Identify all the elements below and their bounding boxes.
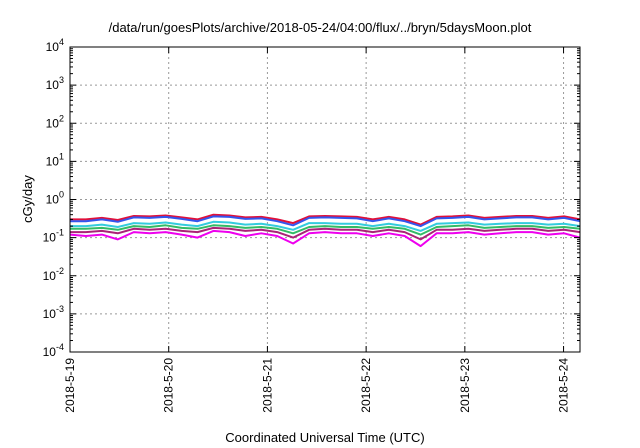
chart-title: /data/run/goesPlots/archive/2018-05-24/0… — [109, 20, 532, 35]
x-tick-label: 2018-5-23 — [458, 358, 472, 413]
series-line-2 — [70, 220, 581, 232]
grid — [70, 47, 580, 352]
y-tick-label: 10-2 — [43, 266, 64, 283]
series-line-5 — [69, 229, 581, 248]
y-tick-label: 101 — [46, 151, 64, 168]
series-line-1 — [70, 215, 581, 228]
y-axis-label: cGy/day — [20, 175, 35, 223]
x-tick-label: 2018-5-20 — [162, 358, 176, 413]
x-axis: 2018-5-19 2018-5-20 2018-5-21 2018-5-22 2018… — [63, 47, 571, 413]
y-axis: 10-4 10-3 10-2 10-1 100 101 102 103 104 — [43, 37, 580, 359]
series-group — [69, 213, 581, 248]
series-line-3 — [70, 224, 581, 236]
y-tick-label: 10-4 — [43, 342, 64, 359]
series-line-4 — [70, 226, 581, 241]
y-tick-label: 103 — [46, 75, 64, 92]
x-axis-label: Coordinated Universal Time (UTC) — [225, 430, 424, 445]
x-tick-label: 2018-5-24 — [557, 358, 571, 413]
series-line-0 — [70, 213, 581, 226]
x-tick-label: 2018-5-21 — [260, 358, 274, 413]
y-tick-label: 10-1 — [43, 228, 64, 245]
y-tick-label: 104 — [46, 37, 64, 54]
x-tick-label: 2018-5-22 — [359, 358, 373, 413]
y-tick-label: 100 — [46, 190, 64, 207]
x-tick-label: 2018-5-19 — [63, 358, 77, 413]
y-tick-label: 102 — [46, 113, 64, 130]
y-tick-label: 10-3 — [43, 304, 64, 321]
